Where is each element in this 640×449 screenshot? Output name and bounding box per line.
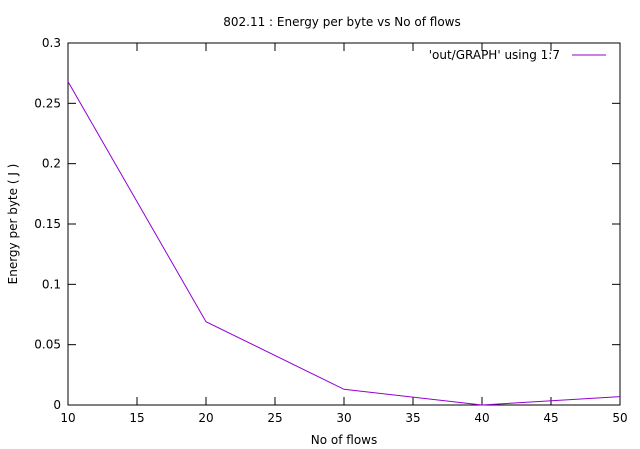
y-tick-label: 0.05 (34, 338, 61, 352)
x-tick-label: 25 (267, 411, 282, 425)
x-tick-label: 35 (405, 411, 420, 425)
x-tick-label: 40 (474, 411, 489, 425)
series-layer (67, 81, 621, 406)
x-tick-label: 50 (612, 411, 627, 425)
x-tick-label: 30 (336, 411, 351, 425)
x-axis: 10 15 20 25 30 35 40 45 50 (60, 43, 628, 425)
legend: 'out/GRAPH' using 1:7 (429, 48, 606, 62)
x-tick-label: 45 (543, 411, 558, 425)
y-tick-label: 0.3 (42, 36, 61, 50)
y-tick-label: 0.15 (34, 217, 61, 231)
y-tick-label: 0.1 (42, 277, 61, 291)
y-axis: 0 0.05 0.1 0.15 0.2 0.25 0.3 (34, 36, 620, 412)
y-tick-label: 0.25 (34, 96, 61, 110)
x-tick-label: 10 (60, 411, 75, 425)
plot-frame (67, 42, 621, 406)
x-tick-label: 20 (198, 411, 213, 425)
series-line (67, 81, 621, 406)
y-tick-label: 0.2 (42, 157, 61, 171)
y-axis-label: Energy per byte ( J ) (6, 164, 20, 285)
legend-label: 'out/GRAPH' using 1:7 (429, 48, 560, 62)
chart-title: 802.11 : Energy per byte vs No of flows (223, 15, 461, 29)
y-tick-label: 0 (53, 398, 61, 412)
x-tick-label: 15 (129, 411, 144, 425)
x-axis-label: No of flows (311, 433, 377, 447)
